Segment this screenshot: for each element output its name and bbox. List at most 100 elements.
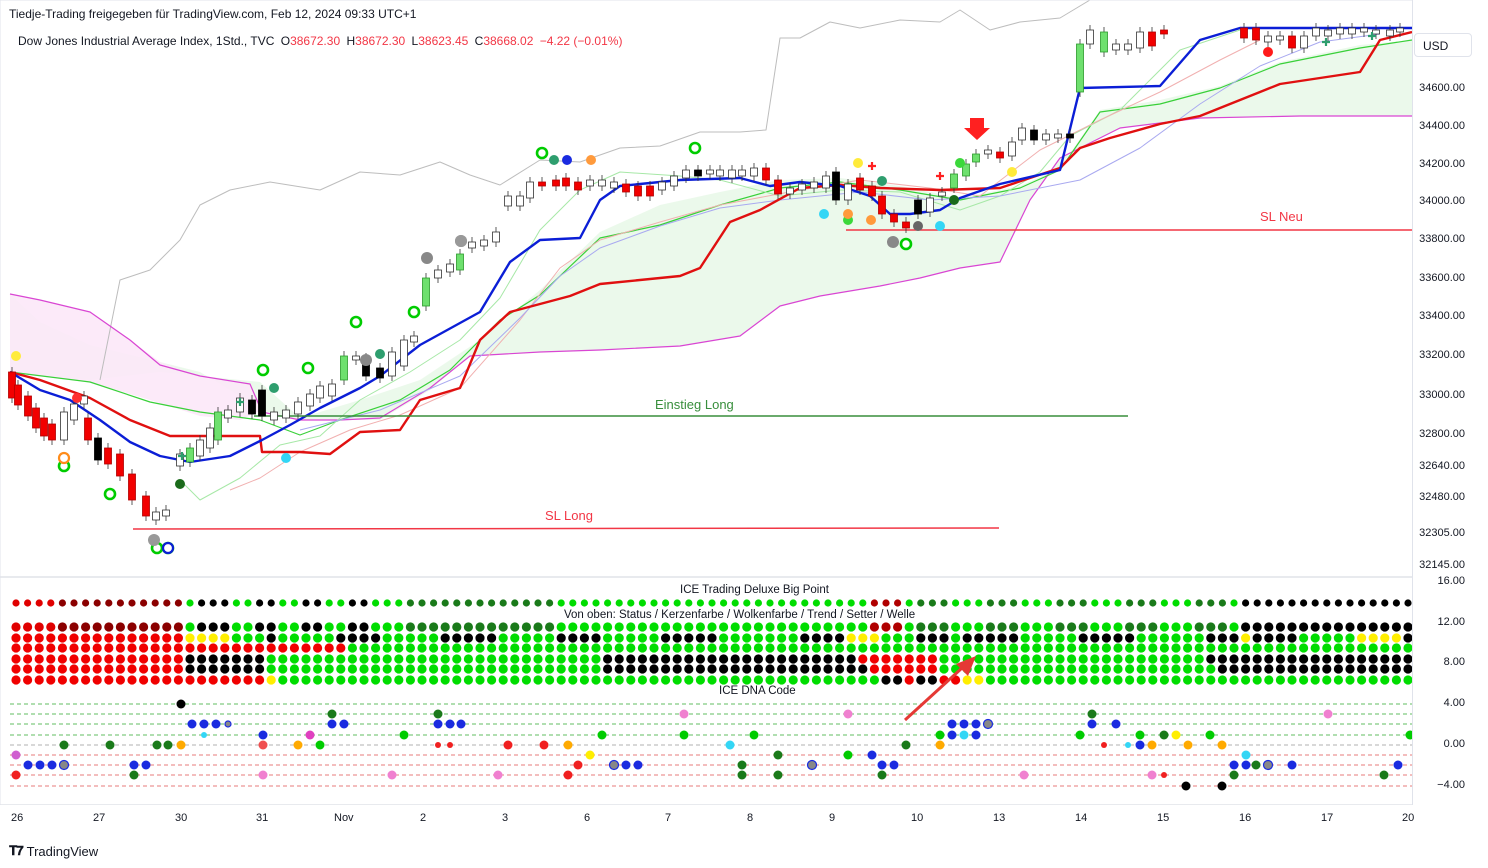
status-dot xyxy=(1380,643,1390,653)
status-dot xyxy=(1380,622,1390,632)
status-dot xyxy=(150,622,160,632)
status-dot xyxy=(788,643,798,653)
status-dot xyxy=(881,664,891,674)
status-dot xyxy=(1345,675,1355,685)
dot-signal xyxy=(1263,47,1273,57)
status-dot xyxy=(1149,599,1157,607)
status-dot xyxy=(846,622,856,632)
price-tick: 32480.00 xyxy=(1419,491,1465,503)
status-dot xyxy=(1380,664,1390,674)
status-dot xyxy=(1078,633,1088,643)
status-dot xyxy=(545,643,555,653)
status-dot xyxy=(313,622,323,632)
status-dot xyxy=(661,643,671,653)
status-dot xyxy=(336,622,346,632)
status-dot xyxy=(1380,633,1390,643)
status-dot xyxy=(266,654,276,664)
symbol-legend[interactable]: Dow Jones Industrial Average Index, 1Std… xyxy=(18,34,622,48)
dna-dot xyxy=(187,719,197,729)
status-dot xyxy=(579,622,590,632)
dna-dot xyxy=(737,770,747,780)
dna-dot xyxy=(1379,770,1389,780)
dna-dot xyxy=(773,770,783,780)
status-dot xyxy=(894,599,902,607)
status-dot xyxy=(394,622,404,632)
status-dot xyxy=(173,622,183,632)
status-dot xyxy=(1020,622,1030,632)
dna-dot xyxy=(585,750,595,760)
status-dot xyxy=(47,599,55,607)
status-dot xyxy=(510,654,520,664)
dna-dot xyxy=(35,760,45,770)
currency-button[interactable]: USD xyxy=(1414,33,1472,57)
status-dot xyxy=(846,664,856,674)
status-dot xyxy=(962,643,972,653)
status-dot xyxy=(243,622,253,632)
status-dot xyxy=(521,675,532,685)
candle-body xyxy=(856,177,864,191)
tradingview-brand[interactable]: 𝐓𝟕 TradingView xyxy=(9,843,98,859)
status-dot xyxy=(927,664,938,674)
dna-dot xyxy=(725,740,735,750)
status-dot xyxy=(974,633,984,643)
candle-body xyxy=(682,169,690,179)
candle-body xyxy=(878,195,886,215)
price-axis[interactable]: 34600.00 34400.00 34200.00 34000.00 33800.00… xyxy=(1412,0,1479,805)
ichimoku-cloud xyxy=(10,40,1412,420)
status-dot xyxy=(1311,599,1319,607)
dot-signal xyxy=(935,221,945,231)
price-chart[interactable] xyxy=(0,0,1412,805)
plus-signal-icon xyxy=(178,452,186,460)
status-dot xyxy=(823,654,833,664)
status-dot xyxy=(1125,654,1135,664)
status-dot xyxy=(869,643,880,653)
status-dot xyxy=(1136,633,1146,643)
status-dot xyxy=(162,675,172,685)
status-dot xyxy=(997,654,1007,664)
dna-dot xyxy=(201,732,207,738)
status-dot xyxy=(835,633,845,643)
status-dot xyxy=(649,633,659,643)
dna-dot xyxy=(305,730,315,740)
status-dot xyxy=(1345,664,1355,674)
candle-body xyxy=(706,169,714,175)
status-dot xyxy=(1346,599,1354,607)
candle-body xyxy=(434,269,442,279)
status-dot xyxy=(115,675,125,685)
status-dot xyxy=(568,633,578,643)
status-dot xyxy=(301,664,311,674)
status-dot xyxy=(498,664,508,674)
candle-body xyxy=(316,385,324,399)
status-dot xyxy=(1217,633,1227,643)
status-dot xyxy=(1010,599,1018,607)
status-dot xyxy=(1148,633,1158,643)
status-dot xyxy=(139,643,149,653)
status-dot xyxy=(127,643,137,653)
candle-body xyxy=(598,179,606,187)
status-dot xyxy=(1090,675,1100,685)
dna-title: ICE DNA Code xyxy=(717,685,798,697)
plus-signal-icon xyxy=(1322,38,1330,46)
dna-dot xyxy=(563,740,573,750)
dna-dot xyxy=(1229,760,1239,770)
status-dot xyxy=(104,664,114,674)
status-dot xyxy=(835,643,845,653)
status-dot xyxy=(1368,654,1378,664)
candle-body xyxy=(938,191,946,197)
status-dot xyxy=(939,622,949,632)
status-dot xyxy=(1043,633,1053,643)
candle-body xyxy=(972,153,980,163)
candle-body xyxy=(248,399,256,415)
dna-dot xyxy=(843,750,853,760)
status-dot xyxy=(510,675,520,685)
status-dot xyxy=(1126,599,1134,607)
status-dot xyxy=(673,599,681,607)
status-dot xyxy=(753,654,764,664)
dna-dot xyxy=(806,759,818,771)
status-dot xyxy=(556,633,566,643)
status-dot xyxy=(1032,643,1042,653)
status-dot xyxy=(695,664,706,674)
status-dot xyxy=(128,599,136,607)
status-dot xyxy=(1287,622,1297,632)
status-dot xyxy=(488,599,496,607)
